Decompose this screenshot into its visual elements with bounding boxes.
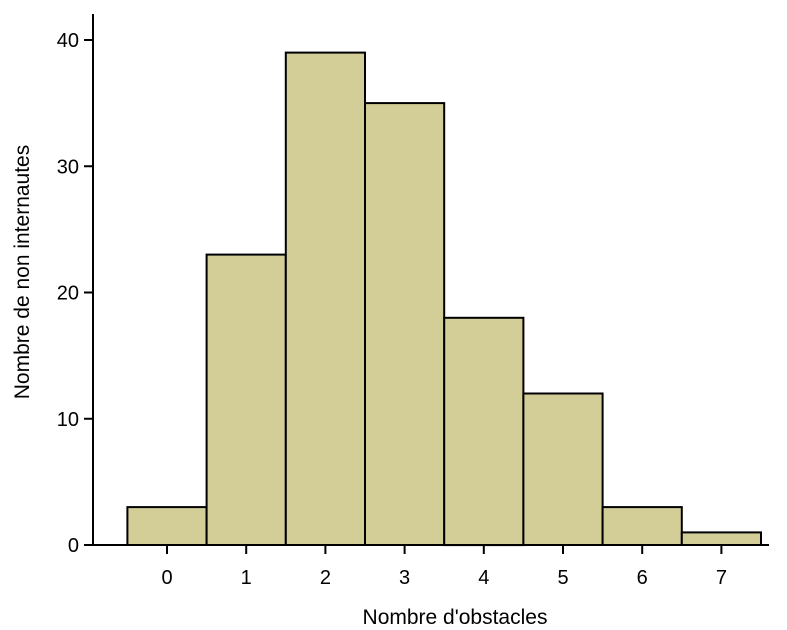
- bar-0: [126, 506, 208, 547]
- bar-7: [680, 531, 762, 547]
- x-tick-label: 1: [241, 567, 252, 589]
- y-tick-label: 40: [57, 30, 79, 52]
- y-tick-label: 10: [57, 409, 79, 431]
- y-ticks-group: 0 10 20 30 40: [57, 30, 93, 557]
- y-axis-label: Nombre de non internautes: [11, 145, 34, 400]
- bar-1: [205, 253, 287, 546]
- bar-2: [284, 51, 366, 546]
- y-tick-label: 30: [57, 156, 79, 178]
- x-ticks-group: 0 1 2 3 4 5 6 7: [161, 545, 727, 589]
- y-tick-label: 0: [68, 535, 79, 557]
- bar-5: [522, 392, 604, 546]
- x-axis-label: Nombre d'obstacles: [363, 606, 548, 629]
- x-tick-label: 7: [716, 567, 727, 589]
- bar-4: [443, 316, 525, 547]
- x-tick-label: 5: [557, 567, 568, 589]
- y-tick-label: 20: [57, 283, 79, 305]
- x-tick-label: 3: [399, 567, 410, 589]
- bar-3: [364, 102, 446, 546]
- bars-group: [126, 51, 762, 547]
- x-tick-label: 6: [637, 567, 648, 589]
- x-tick-label: 2: [320, 567, 331, 589]
- x-tick-label: 0: [161, 567, 172, 589]
- bar-6: [601, 506, 683, 547]
- x-tick-label: 4: [478, 567, 489, 589]
